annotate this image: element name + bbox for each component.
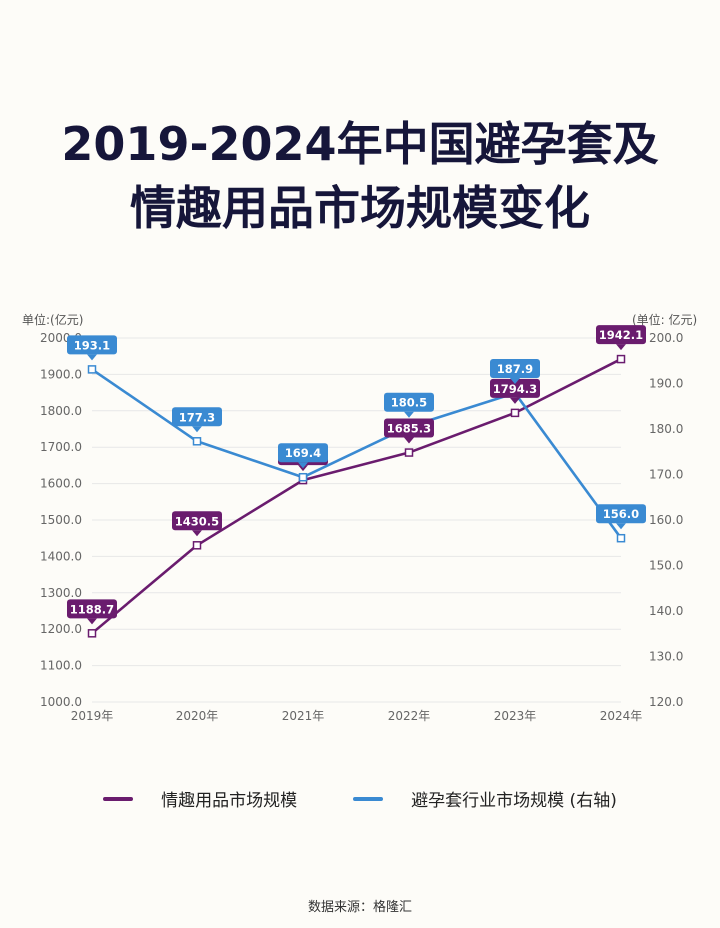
data-label-bg-purple	[384, 418, 434, 438]
data-point-blue	[616, 533, 626, 543]
x-tick-label: 2024年	[600, 709, 643, 723]
data-label-blue: 193.1	[74, 338, 110, 352]
data-label-bg-blue	[596, 504, 646, 524]
data-point-purple	[510, 408, 520, 418]
right-tick-label: 160.0	[649, 513, 683, 527]
left-tick-label: 1100.0	[40, 659, 82, 673]
data-label-pointer-purple	[192, 530, 202, 537]
data-label-bg-blue	[172, 407, 222, 427]
data-label-purple: 1430.5	[175, 514, 219, 528]
right-tick-label: 190.0	[649, 377, 683, 391]
legend: 情趣用品市场规模 避孕套行业市场规模 (右轴)	[0, 786, 720, 811]
data-label-blue: 169.4	[285, 446, 321, 460]
right-axis-unit: (单位: 亿元)	[632, 312, 697, 327]
title-line-2: 情趣用品市场规模变化	[130, 181, 590, 235]
legend-item-blue: 避孕套行业市场规模 (右轴)	[353, 786, 617, 811]
data-label-blue: 156.0	[603, 507, 639, 521]
data-label-bg-purple	[67, 599, 117, 619]
left-tick-label: 1400.0	[40, 549, 82, 563]
series-line-blue	[91, 368, 623, 539]
data-label-pointer-blue	[192, 426, 202, 433]
data-label-pointer-blue	[404, 411, 414, 418]
data-label-blue: 187.9	[497, 362, 533, 376]
left-tick-label: 1300.0	[40, 586, 82, 600]
data-label-purple: 1188.7	[70, 602, 114, 616]
x-tick-label: 2022年	[388, 709, 431, 723]
right-tick-label: 150.0	[649, 559, 683, 573]
series-line-purple	[91, 357, 622, 635]
left-tick-label: 1500.0	[40, 513, 82, 527]
data-label-bg-blue	[490, 359, 540, 379]
data-label-pointer-purple	[616, 344, 626, 351]
legend-swatch-purple	[103, 796, 134, 801]
data-label-blue: 177.3	[179, 410, 215, 424]
x-tick-label: 2021年	[282, 709, 325, 723]
left-tick-label: 1800.0	[40, 404, 82, 418]
data-point-purple	[192, 541, 202, 550]
data-label-bg-blue	[384, 392, 434, 412]
data-label-pointer-blue	[616, 523, 626, 530]
data-point-purple	[87, 629, 97, 638]
data-label-purple: 1794.3	[493, 382, 537, 396]
data-label-bg-blue	[278, 443, 328, 463]
data-label-pointer-blue	[510, 378, 520, 385]
right-tick-label: 130.0	[649, 650, 683, 664]
data-label-bg-purple	[596, 325, 646, 345]
data-source: 数据来源：格隆汇	[307, 900, 412, 915]
data-label-pointer-purple	[404, 437, 414, 444]
x-tick-label: 2019年	[71, 709, 114, 723]
legend-swatch-blue	[353, 796, 384, 801]
gridlines	[92, 337, 621, 703]
data-point-purple	[616, 354, 626, 364]
right-tick-label: 200.0	[649, 331, 683, 345]
right-tick-label: 180.0	[649, 422, 683, 436]
left-tick-label: 1600.0	[40, 477, 82, 491]
x-tick-label: 2020年	[176, 709, 219, 723]
left-tick-label: 1000.0	[40, 695, 82, 709]
title-line-1: 2019-2024年中国避孕套及	[61, 117, 659, 171]
data-point-blue	[192, 437, 202, 446]
left-tick-label: 1900.0	[40, 367, 82, 381]
right-tick-label: 120.0	[649, 695, 683, 709]
data-label-blue: 180.5	[391, 396, 427, 410]
left-tick-label: 1200.0	[40, 622, 82, 636]
data-label-bg-blue	[67, 335, 117, 355]
data-label-purple: 1685.3	[387, 422, 431, 436]
left-axis-unit: 单位:(亿元)	[22, 312, 83, 327]
legend-label-blue: 避孕套行业市场规模 (右轴)	[411, 791, 617, 811]
chart-title: 2019-2024年中国避孕套及 情趣用品市场规模变化	[0, 112, 720, 240]
legend-item-purple: 情趣用品市场规模	[103, 786, 297, 811]
left-tick-label: 1700.0	[40, 440, 82, 454]
left-axis-ticks: 1000.0 1100.0 1200.0 1300.0 1400.0 1500.0 1600…	[40, 331, 82, 709]
data-point-blue	[298, 472, 308, 482]
data-label-bg-purple	[172, 511, 222, 531]
right-tick-label: 140.0	[649, 604, 683, 618]
data-label-bg-purple	[490, 378, 540, 398]
data-label-pointer-purple	[87, 618, 97, 625]
data-label-pointer-blue	[298, 462, 308, 469]
data-label-purple: 1942.1	[599, 328, 643, 342]
data-point-blue	[87, 365, 97, 374]
x-tick-label: 2023年	[494, 709, 537, 723]
x-axis-ticks: 2019年 2020年 2021年 2022年 2023年 2024年	[71, 709, 643, 723]
right-axis-ticks: 120.0 130.0 140.0 150.0 160.0 170.0 180.0 190.0…	[649, 331, 683, 709]
data-point-purple	[404, 448, 414, 457]
right-tick-label: 170.0	[649, 468, 683, 482]
data-label-pointer-purple	[510, 397, 520, 404]
series-layer: 1188.71430.51609.61685.31794.31942.1193.…	[67, 325, 646, 638]
line-chart: 1000.0 1100.0 1200.0 1300.0 1400.0 1500.0 1600…	[22, 312, 697, 723]
legend-label-purple: 情趣用品市场规模	[161, 791, 298, 811]
data-label-pointer-blue	[87, 354, 97, 361]
